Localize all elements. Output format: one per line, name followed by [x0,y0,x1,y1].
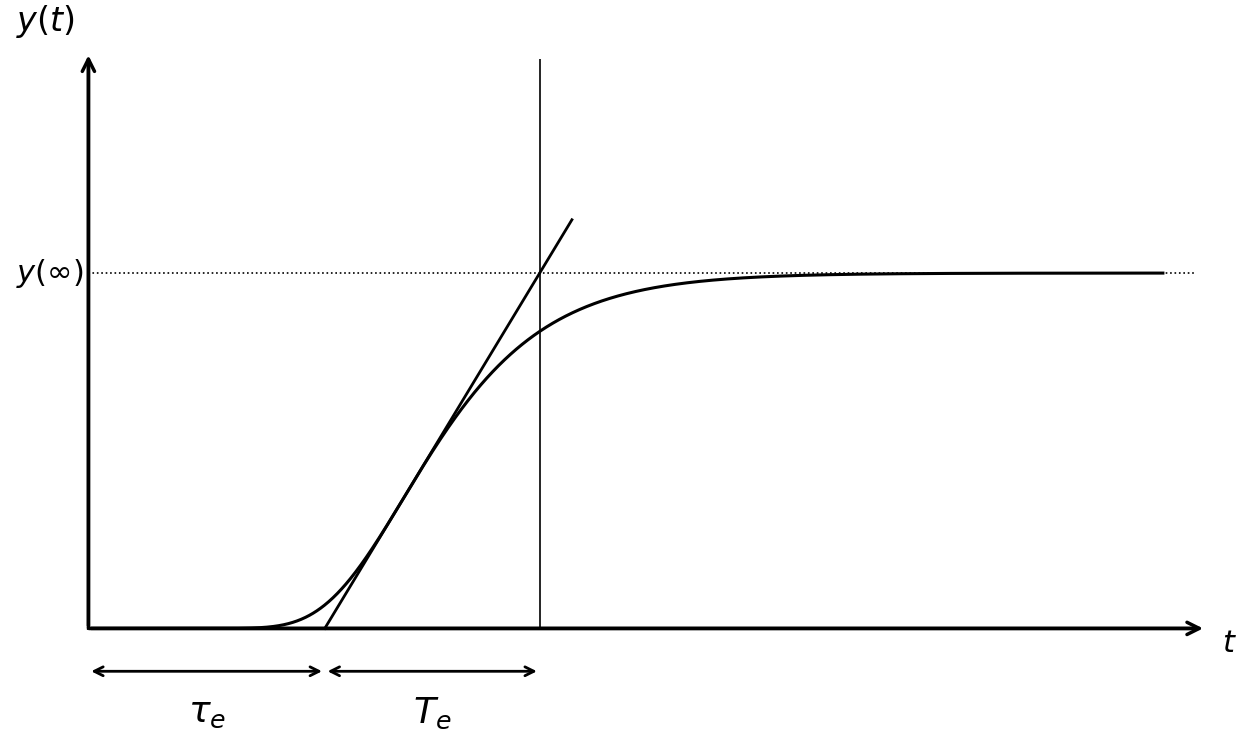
Text: $t$: $t$ [1221,628,1236,659]
Text: $y(t)$: $y(t)$ [16,3,74,41]
Text: $\tau_e$: $\tau_e$ [187,696,226,730]
Text: $y(\infty)$: $y(\infty)$ [16,257,83,289]
Text: $T_e$: $T_e$ [413,696,451,731]
